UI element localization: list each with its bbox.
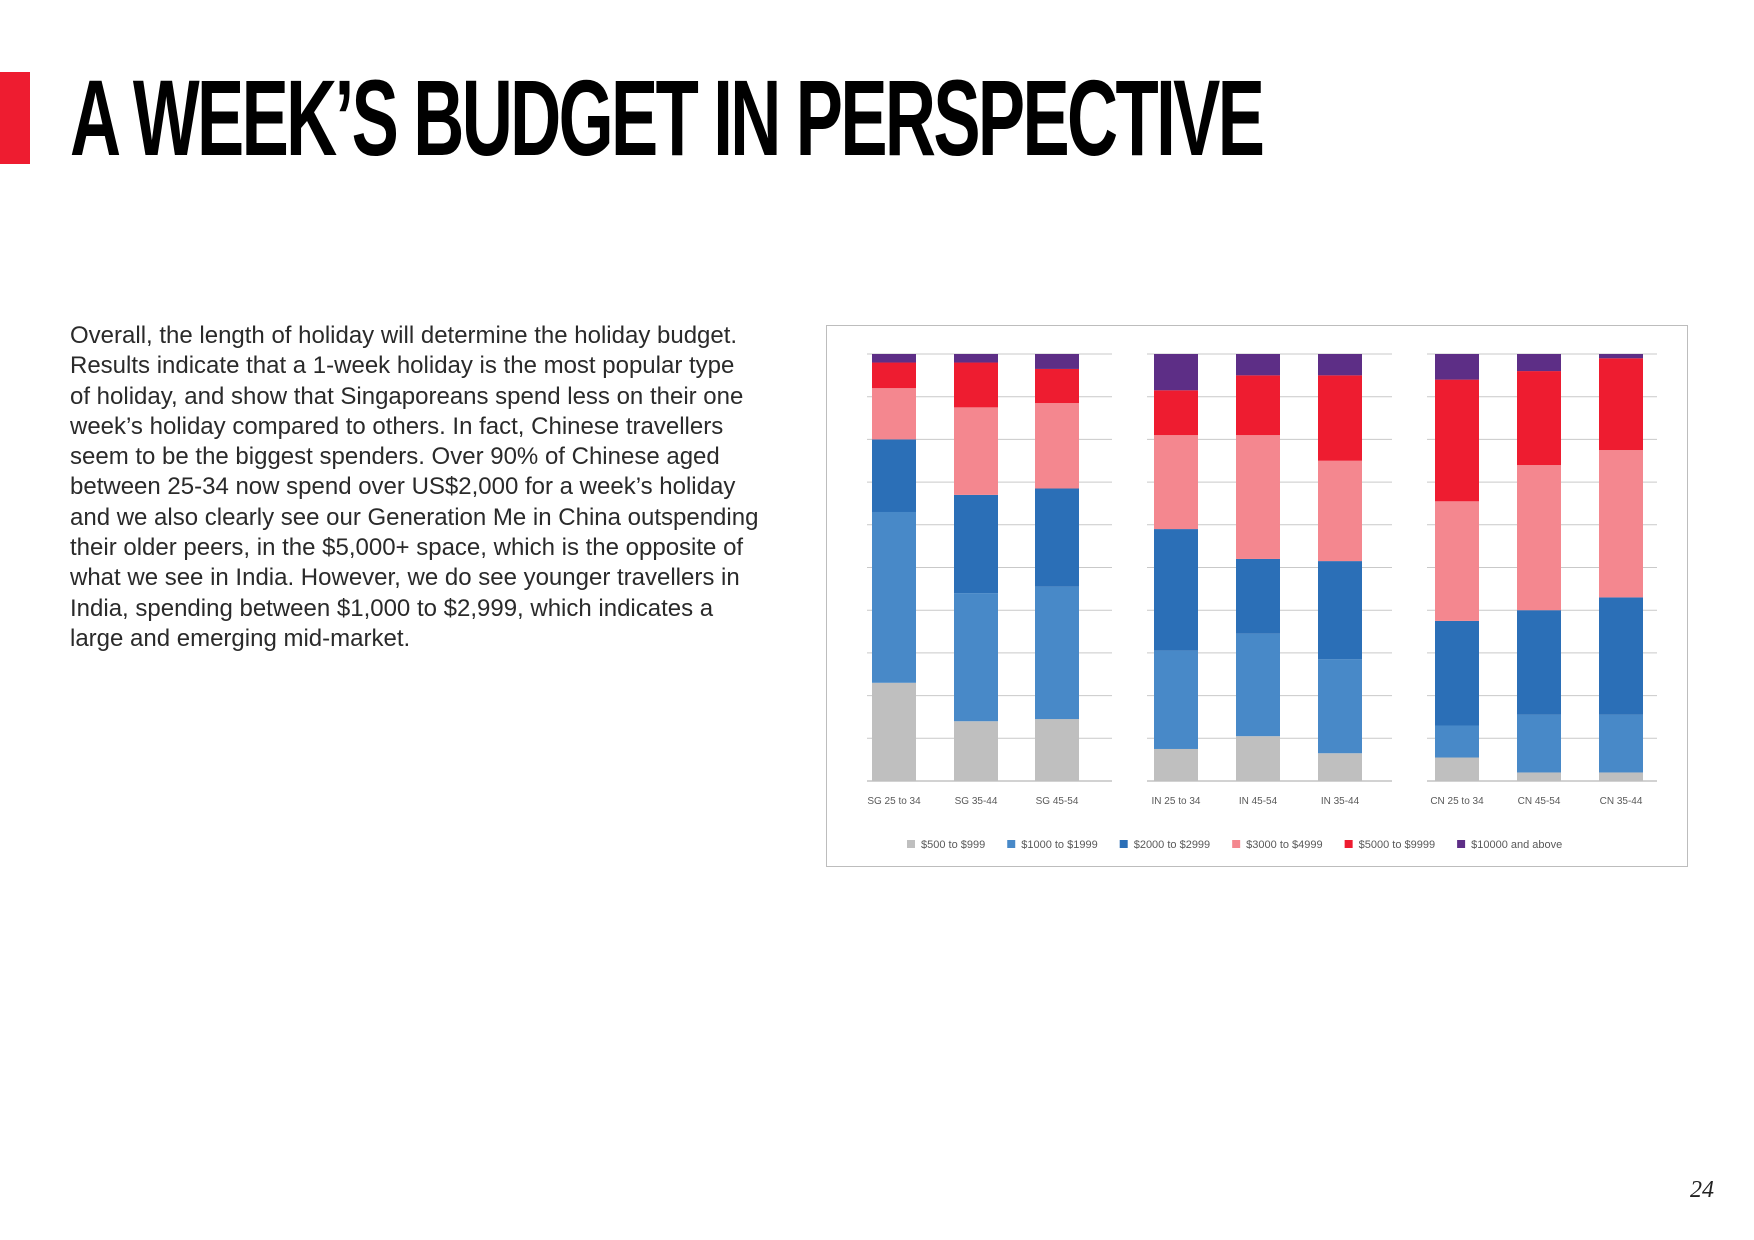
bar-segment: [1318, 659, 1362, 754]
bar-segment: [1599, 597, 1643, 715]
bar-segment: [954, 354, 998, 363]
bar-segment: [954, 494, 998, 594]
bar-segment: [872, 362, 916, 389]
legend-swatch: [1457, 840, 1466, 848]
bar-segment: [1035, 354, 1079, 369]
bar-segment: [1236, 633, 1280, 737]
bar-segment: [1236, 558, 1280, 634]
page-title: A WEEK’S BUDGET IN PERSPECTIVE: [70, 57, 1265, 178]
bar-segment: [1318, 561, 1362, 660]
bar-segment: [1599, 714, 1643, 773]
legend-label: $2000 to $2999: [1134, 839, 1210, 851]
bar-segment: [1154, 748, 1198, 781]
x-tick-label: IN 45-54: [1239, 796, 1278, 807]
legend-swatch: [1232, 840, 1241, 848]
bar-segment: [1517, 371, 1561, 466]
chart-svg: SG 25 to 34 SG 35-44 SG 45-54 IN 25 to 34 IN…: [867, 353, 1657, 851]
bar-segment: [1599, 358, 1643, 451]
title-accent-bar: [0, 72, 30, 164]
legend-swatch: [907, 840, 915, 848]
bar-segment: [872, 682, 916, 781]
x-tick-label: CN 45-54: [1518, 796, 1561, 807]
bar-segment: [1599, 354, 1643, 359]
bar-segment: [1318, 460, 1362, 562]
bar-segment: [1035, 403, 1079, 489]
x-tick-label: SG 25 to 34: [867, 796, 921, 807]
bar-segment: [954, 362, 998, 408]
bar-segment: [1035, 368, 1079, 404]
x-tick-label: CN 25 to 34: [1430, 796, 1484, 807]
bar-segment: [1154, 650, 1198, 749]
legend-swatch: [1344, 840, 1353, 848]
bar-segment: [1318, 354, 1362, 376]
bar-segment: [1599, 772, 1643, 781]
bar-segment: [1318, 375, 1362, 461]
bar-segment: [1435, 620, 1479, 726]
bar-segment: [1154, 529, 1198, 651]
page-number: 24: [1690, 1177, 1714, 1203]
bar-segment: [1517, 714, 1561, 773]
stacked-bar-chart: SG 25 to 34 SG 35-44 SG 45-54 IN 25 to 34 IN…: [826, 325, 1688, 867]
body-paragraph: Overall, the length of holiday will dete…: [70, 322, 759, 652]
bar-segment: [1435, 757, 1479, 781]
bar-segment: [1154, 390, 1198, 436]
bar-segment: [1236, 354, 1280, 376]
bar-segment: [1599, 450, 1643, 598]
bar-segment: [954, 721, 998, 781]
bar-segment: [1236, 736, 1280, 781]
bar-segment: [954, 407, 998, 495]
bar-segment: [1435, 379, 1479, 502]
bar-segment: [1435, 501, 1479, 621]
bar-segment: [1517, 772, 1561, 781]
legend-swatch: [1007, 840, 1016, 848]
bar-segment: [1517, 610, 1561, 715]
bar-segment: [1154, 354, 1198, 391]
bar-segment: [1035, 488, 1079, 587]
bar-segment: [954, 593, 998, 722]
legend-label: $1000 to $1999: [1021, 839, 1097, 851]
legend-label: $500 to $999: [921, 839, 985, 851]
bar-segment: [1435, 354, 1479, 380]
bar-segment: [1236, 435, 1280, 559]
legend-label: $5000 to $9999: [1359, 839, 1435, 851]
bar-segment: [872, 388, 916, 440]
legend-label: $3000 to $4999: [1246, 839, 1322, 851]
bar-segment: [872, 354, 916, 363]
x-tick-label: SG 35-44: [955, 796, 998, 807]
legend-swatch: [1119, 840, 1128, 848]
bar-segment: [872, 511, 916, 683]
bar-segment: [1154, 435, 1198, 530]
bar-segment: [1035, 586, 1079, 720]
bar-segment: [1517, 354, 1561, 372]
bar-segment: [1517, 465, 1561, 611]
x-tick-label: IN 25 to 34: [1152, 796, 1201, 807]
bar-segment: [1318, 753, 1362, 781]
bar-segment: [1236, 375, 1280, 436]
bar-segment: [1435, 725, 1479, 758]
x-tick-label: IN 35-44: [1321, 796, 1360, 807]
bar-segment: [1035, 719, 1079, 781]
x-tick-label: CN 35-44: [1600, 796, 1643, 807]
bar-segment: [872, 439, 916, 512]
x-tick-label: SG 45-54: [1036, 796, 1079, 807]
legend-label: $10000 and above: [1471, 839, 1562, 851]
